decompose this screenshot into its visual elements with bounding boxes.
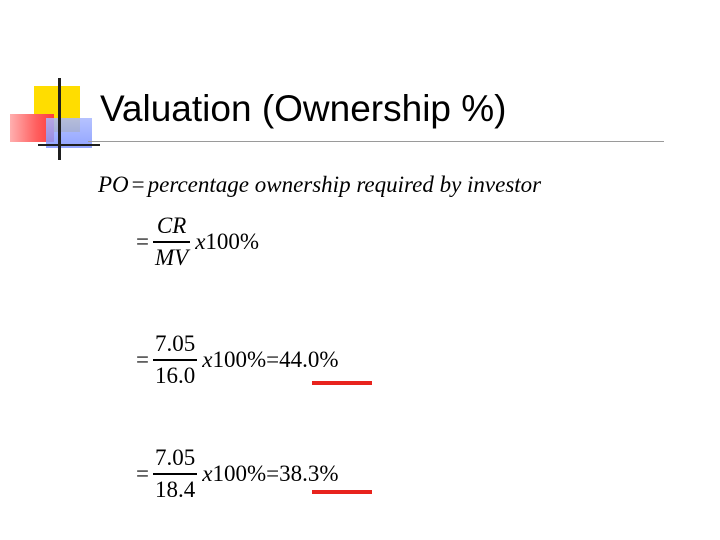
example2-equals: = xyxy=(136,460,149,486)
example1-result-underline xyxy=(312,381,372,385)
fraction-bar xyxy=(152,473,198,475)
example2-factor: 100% xyxy=(212,460,267,486)
formula-line: = CR MV x 100% xyxy=(136,213,260,270)
example2-numerator: 7.05 xyxy=(154,445,196,470)
fraction-bar xyxy=(152,359,198,361)
example1-result-equals: = xyxy=(266,346,280,372)
example1-equals: = xyxy=(136,346,149,372)
formula-denominator: MV xyxy=(154,244,189,270)
formula-numerator: CR xyxy=(156,213,187,238)
logo-vertical-line xyxy=(58,78,61,160)
logo-horizontal-line xyxy=(38,144,100,146)
example1-line: = 7.05 16.0 x 100% = 44.0% xyxy=(136,331,339,388)
slide-title: Valuation (Ownership %) xyxy=(100,88,507,129)
logo-blue-square xyxy=(46,118,92,148)
example1-numerator: 7.05 xyxy=(154,331,196,356)
example2-result: 38.3% xyxy=(279,460,339,486)
fraction-bar xyxy=(152,241,191,243)
formula-equals: = xyxy=(136,228,149,254)
definition-rhs: percentage ownership required by investo… xyxy=(147,172,542,197)
example2-fraction: 7.05 18.4 xyxy=(152,445,198,502)
formula-multiplier: x xyxy=(195,228,206,254)
example2-result-equals: = xyxy=(266,460,280,486)
definition-equals: = xyxy=(131,172,145,197)
formula-factor: 100% xyxy=(205,228,260,254)
definition-line: PO = percentage ownership required by inve… xyxy=(98,172,541,198)
example1-multiplier: x xyxy=(202,346,213,372)
definition-lhs: PO xyxy=(98,172,129,197)
formula-fraction: CR MV xyxy=(152,213,191,270)
example1-result: 44.0% xyxy=(279,346,339,372)
title-rule xyxy=(88,141,664,142)
example1-fraction: 7.05 16.0 xyxy=(152,331,198,388)
example2-line: = 7.05 18.4 x 100% = 38.3% xyxy=(136,445,339,502)
example2-denominator: 18.4 xyxy=(154,476,196,502)
example2-multiplier: x xyxy=(202,460,213,486)
example1-factor: 100% xyxy=(212,346,267,372)
example2-result-underline xyxy=(312,490,372,494)
example1-denominator: 16.0 xyxy=(154,362,196,388)
